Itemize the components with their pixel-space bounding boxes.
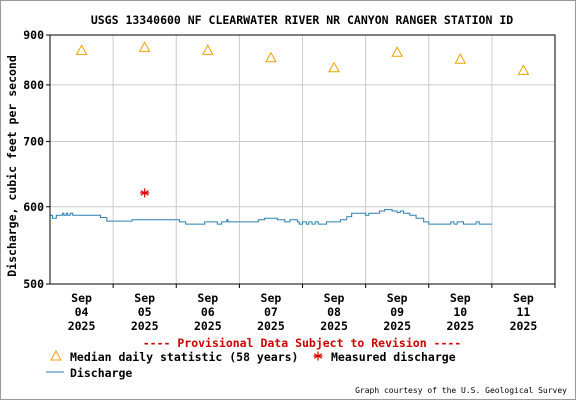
x-tick-label: 04 xyxy=(75,305,89,319)
x-tick-label: 07 xyxy=(264,305,278,319)
x-tick-label: 2025 xyxy=(194,319,222,333)
x-tick-label: Sep xyxy=(324,291,345,305)
x-tick-label: 10 xyxy=(453,305,467,319)
x-tick-label: Sep xyxy=(134,291,155,305)
courtesy-note: Graph courtesy of the U.S. Geological Su… xyxy=(355,386,567,395)
median-point xyxy=(75,44,88,55)
x-tick-label: 06 xyxy=(201,305,215,319)
y-tick-label: 600 xyxy=(23,200,44,214)
x-tick-label: 2025 xyxy=(383,319,411,333)
x-tick-label: Sep xyxy=(450,291,471,305)
legend-measured-label: Measured discharge xyxy=(331,350,456,364)
measured-series xyxy=(140,188,150,198)
x-tick-label: 2025 xyxy=(68,319,96,333)
y-tick-label: 500 xyxy=(23,277,44,291)
x-tick-label: 2025 xyxy=(446,319,474,333)
median-point xyxy=(391,46,404,57)
median-point xyxy=(517,64,530,75)
x-tick-label: 2025 xyxy=(257,319,285,333)
legend: Median daily statistic (58 years) Measur… xyxy=(46,349,456,380)
x-tick-label: 09 xyxy=(390,305,404,319)
x-tick-label: 05 xyxy=(138,305,152,319)
legend-median-triangle-icon xyxy=(50,349,62,361)
legend-median-label: Median daily statistic (58 years) xyxy=(70,350,298,364)
legend-discharge-label: Discharge xyxy=(70,366,132,380)
x-axis-ticks: Sep042025Sep052025Sep062025Sep072025Sep0… xyxy=(68,284,556,333)
x-tick-label: Sep xyxy=(513,291,534,305)
x-tick-label: 2025 xyxy=(131,319,159,333)
median-point xyxy=(454,53,467,64)
x-tick-label: Sep xyxy=(71,291,92,305)
y-axis-label: Discharge, cubic feet per second xyxy=(5,55,19,277)
x-tick-label: 11 xyxy=(517,305,531,319)
median-point xyxy=(138,41,151,52)
median-point xyxy=(201,44,214,55)
legend-measured-asterisk-icon xyxy=(313,351,323,361)
x-tick-label: Sep xyxy=(197,291,218,305)
y-tick-label: 700 xyxy=(23,134,44,148)
x-tick-label: Sep xyxy=(387,291,408,305)
discharge-line xyxy=(50,209,492,225)
x-tick-label: 08 xyxy=(327,305,341,319)
median-series xyxy=(75,41,530,75)
provisional-note: ---- Provisional Data Subject to Revisio… xyxy=(143,336,462,350)
x-tick-label: 2025 xyxy=(510,319,538,333)
median-point xyxy=(265,51,277,63)
x-tick-label: Sep xyxy=(261,291,282,305)
x-tick-label: 2025 xyxy=(320,319,348,333)
y-tick-label: 800 xyxy=(23,78,44,92)
measured-point xyxy=(140,188,150,198)
median-point xyxy=(328,61,340,73)
legend-asterisk xyxy=(313,351,323,361)
y-tick-label: 900 xyxy=(23,28,44,42)
grid-lines xyxy=(50,34,555,285)
chart-title: USGS 13340600 NF CLEARWATER RIVER NR CAN… xyxy=(91,13,513,27)
discharge-series xyxy=(50,209,492,225)
y-axis-ticks: 500 600 700 800 900 xyxy=(23,28,50,291)
